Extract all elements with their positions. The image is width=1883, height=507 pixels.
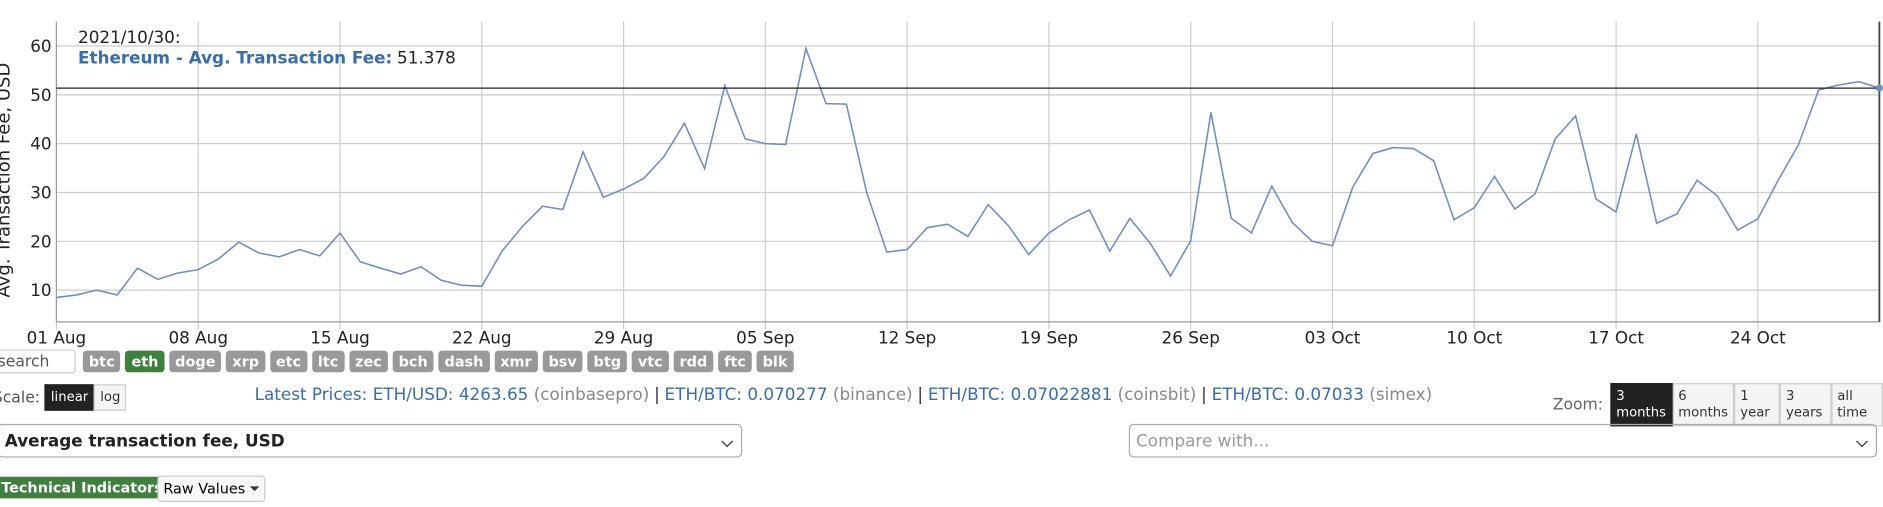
zoom-button[interactable]: 6 months <box>1672 383 1735 427</box>
coin-button[interactable]: dash <box>438 350 490 373</box>
search-input[interactable]: search <box>0 349 76 374</box>
x-tick-label: 12 Sep <box>878 327 936 347</box>
scale-button[interactable]: linear <box>44 384 95 411</box>
hover-point <box>1875 84 1883 92</box>
price-value: 0.07033 <box>1294 385 1364 405</box>
tooltip-series: Ethereum - Avg. Transaction Fee: <box>78 48 392 68</box>
metric-select[interactable]: Average transaction fee, USD <box>0 423 743 458</box>
price-separator: | <box>1201 385 1207 405</box>
y-tick-label: 20 <box>30 231 51 251</box>
price-exchange: (simex) <box>1369 385 1433 405</box>
tooltip-date: 2021/10/30: <box>78 27 180 47</box>
y-tick-label: 60 <box>30 36 51 56</box>
price-pair: ETH/USD: <box>372 385 454 405</box>
zoom-button[interactable]: all time <box>1831 383 1883 427</box>
coin-button[interactable]: xrp <box>226 350 266 373</box>
price-pair: ETH/BTC: <box>664 385 742 405</box>
coin-button[interactable]: etc <box>269 350 308 373</box>
x-tick-label: 05 Sep <box>736 327 794 347</box>
price-separator: | <box>917 385 924 405</box>
x-tick-label: 01 Aug <box>27 327 87 347</box>
x-tick-label: 03 Oct <box>1305 327 1361 347</box>
price-value: 4263.65 <box>458 385 529 405</box>
price-exchange: (binance) <box>832 385 913 405</box>
x-tick-label: 15 Aug <box>310 327 370 347</box>
prices-label: Latest Prices: <box>254 385 368 405</box>
price-pair: ETH/BTC: <box>1211 385 1290 405</box>
x-tick-label: 19 Sep <box>1020 327 1078 347</box>
indicators-button[interactable]: Raw Values <box>157 475 266 502</box>
chart: Avg. Transaction Fee, USD 10 20 30 40 50 60 01… <box>0 21 1883 347</box>
x-tick-label: 08 Aug <box>168 327 228 347</box>
coin-button[interactable]: ftc <box>718 350 752 373</box>
zoom-button[interactable]: 3 months <box>1610 383 1673 427</box>
coin-bar: search btc eth doge xrp etc ltc zec bch dash xmr b… <box>0 349 798 374</box>
indicators-button-text: Raw Values <box>163 480 246 498</box>
tooltip-number: 51.378 <box>397 48 456 68</box>
coin-button[interactable]: rdd <box>673 350 714 373</box>
coin-button[interactable]: bch <box>392 350 434 373</box>
coin-button[interactable]: vtc <box>631 350 669 373</box>
price-value: 0.07022881 <box>1010 385 1113 405</box>
latest-prices: Latest Prices: ETH/USD: 4263.65 (coinbas… <box>255 385 1433 404</box>
zoom-label: Zoom: <box>1552 395 1604 414</box>
y-tick-label: 10 <box>30 280 51 300</box>
y-tick-label: 30 <box>30 182 51 202</box>
coin-button[interactable]: doge <box>169 350 222 373</box>
coin-button[interactable]: btc <box>82 350 121 373</box>
zoom-button[interactable]: 3 years <box>1780 383 1832 427</box>
x-tick-label: 22 Aug <box>452 327 512 347</box>
y-axis-label: Avg. Transaction Fee, USD <box>0 63 15 298</box>
price-exchange: (coinbasepro) <box>533 385 650 405</box>
y-tick-label: 40 <box>30 134 51 154</box>
y-tick-label: 50 <box>30 85 51 105</box>
coin-button[interactable]: blk <box>756 350 794 373</box>
coin-button[interactable]: btg <box>587 350 628 373</box>
compare-select[interactable]: Compare with... <box>1128 423 1877 458</box>
x-tick-label: 24 Oct <box>1730 327 1786 347</box>
coin-button[interactable]: eth <box>125 350 165 373</box>
x-tick-label: 29 Aug <box>594 327 654 347</box>
price-exchange: (coinsbit) <box>1117 385 1197 405</box>
x-tick-label: 10 Oct <box>1446 327 1502 347</box>
data-line <box>56 45 1880 299</box>
tooltip-value: Ethereum - Avg. Transaction Fee: 51.378 <box>78 48 456 68</box>
coin-button[interactable]: xmr <box>494 350 538 373</box>
price-pair: ETH/BTC: <box>927 385 1006 405</box>
price-value: 0.070277 <box>747 385 828 405</box>
coin-button[interactable]: bsv <box>542 350 583 373</box>
scale-button[interactable]: log <box>94 384 127 411</box>
coin-button[interactable]: zec <box>349 350 388 373</box>
x-tick-label: 17 Oct <box>1588 327 1644 347</box>
coin-button[interactable]: ltc <box>311 350 345 373</box>
x-tick-label: 26 Sep <box>1162 327 1220 347</box>
indicators-label: Technical Indicators: <box>0 476 173 499</box>
scale-label: Scale: <box>0 388 41 407</box>
zoom-button[interactable]: 1 year <box>1734 383 1781 427</box>
zoom-row: Zoom: 3 months 6 months 1 year 3 years all t… <box>1552 383 1883 427</box>
price-separator: | <box>654 385 660 405</box>
